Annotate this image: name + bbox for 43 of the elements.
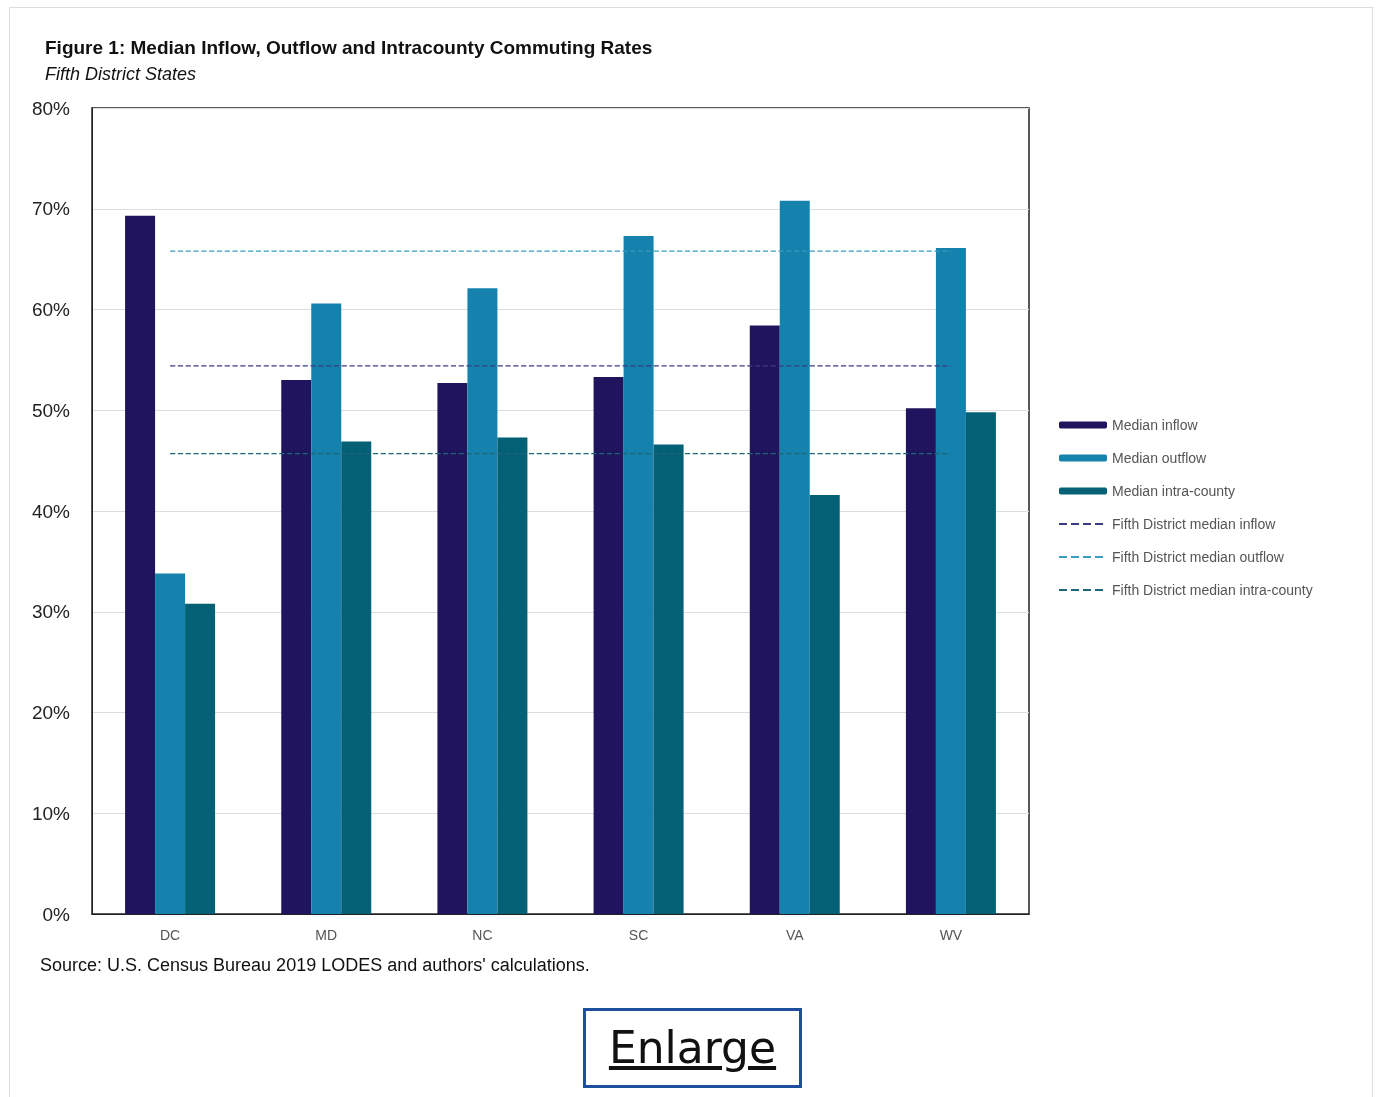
y-tick-label: 80% [31, 97, 71, 119]
x-tick-label: SC [628, 927, 649, 943]
legend-label: Median inflow [1112, 417, 1199, 433]
bar [125, 215, 156, 914]
bar [935, 248, 966, 914]
x-tick-label: MD [315, 927, 338, 943]
bar [809, 494, 840, 914]
source-note: Source: U.S. Census Bureau 2019 LODES and authors' calculations. [40, 955, 590, 975]
y-tick-label: 50% [31, 399, 71, 421]
bar [341, 441, 372, 914]
y-tick-label: 30% [31, 601, 71, 623]
bar [281, 380, 312, 914]
bar [965, 412, 996, 914]
bar [311, 303, 342, 914]
legend-label: Median outflow [1112, 450, 1208, 466]
y-tick-label: 70% [31, 198, 71, 220]
legend-label: Fifth District median outflow [1112, 549, 1285, 565]
bar [467, 288, 498, 914]
bar [437, 383, 468, 914]
y-tick-label: 10% [31, 802, 71, 824]
bar [905, 408, 936, 914]
y-tick-label: 0% [42, 903, 71, 925]
x-tick-label: NC [472, 927, 493, 943]
bar [623, 235, 654, 914]
bar [185, 603, 216, 914]
legend-label: Fifth District median inflow [1112, 516, 1277, 532]
legend-label: Fifth District median intra-county [1112, 582, 1313, 598]
bar [653, 444, 684, 914]
chart-title: Figure 1: Median Inflow, Outflow and Intracounty Commuting Rates [45, 37, 653, 58]
bar [593, 377, 624, 914]
y-tick-label: 60% [31, 299, 71, 320]
x-tick-label: DC [159, 927, 181, 943]
bar [497, 437, 528, 914]
x-tick-label: WV [939, 927, 963, 943]
x-tick-label: VA [785, 927, 805, 943]
enlarge-button: Enlarge [583, 1008, 802, 1088]
legend-label: Median intra-county [1112, 483, 1235, 499]
y-tick-label: 40% [31, 500, 71, 522]
chart-subtitle: Fifth District States [45, 64, 197, 84]
y-tick-label: 20% [31, 702, 71, 723]
bar [155, 573, 186, 914]
bar [779, 200, 810, 914]
bar [749, 325, 780, 914]
